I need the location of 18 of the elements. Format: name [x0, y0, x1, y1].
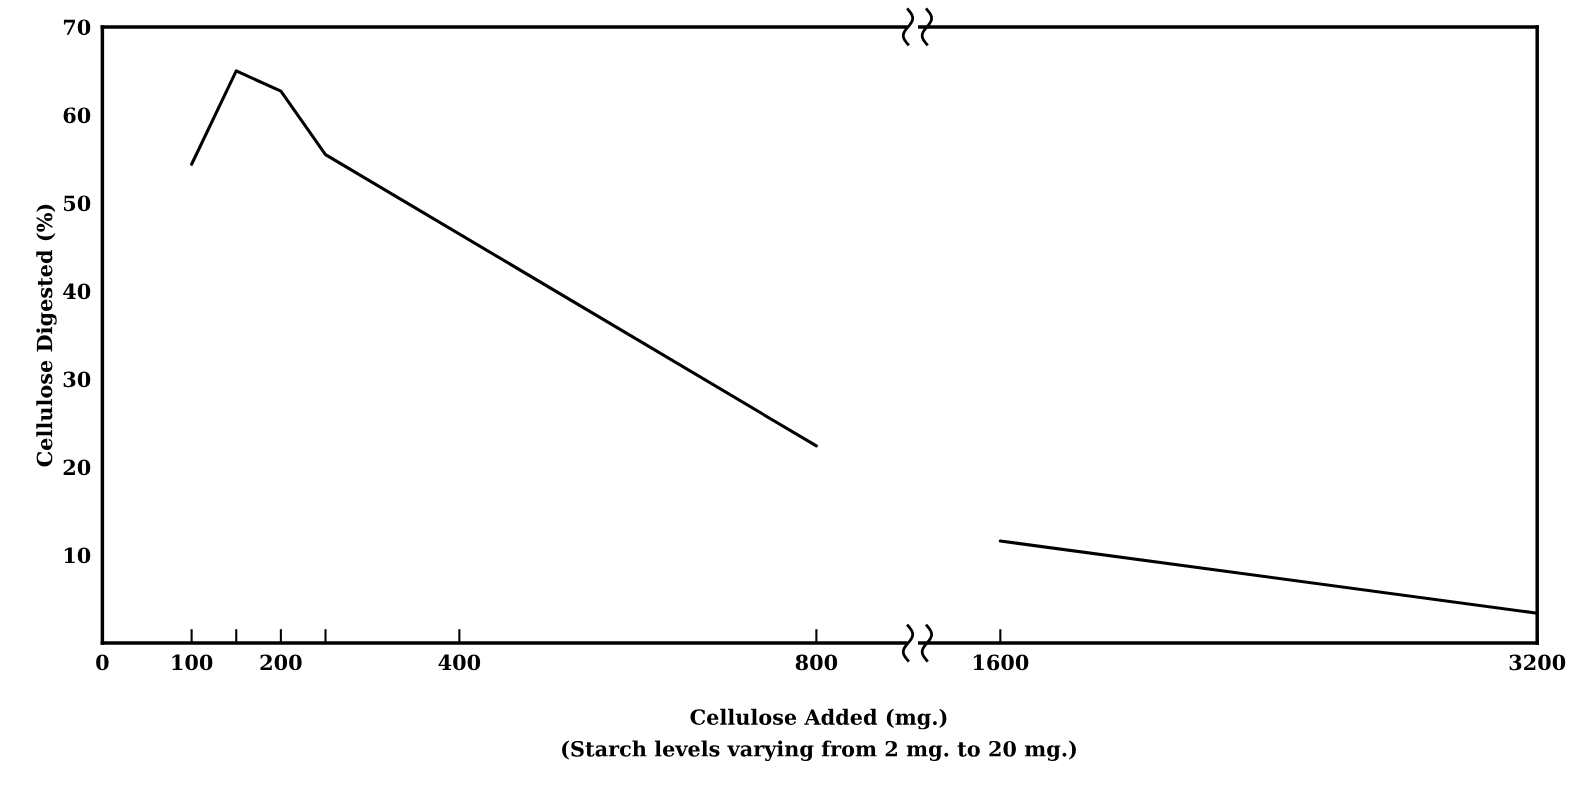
x-axis-title: Cellulose Added (mg.) — [690, 708, 947, 730]
y-tick-label: 40 — [63, 283, 91, 300]
x-tick-label: 200 — [260, 654, 302, 671]
x-tick-label: 1600 — [973, 654, 1029, 671]
y-axis-title: Cellulose Digested (%) — [36, 204, 57, 467]
x-tick-label: 800 — [795, 654, 838, 671]
y-tick-label: 60 — [63, 107, 91, 124]
line-series — [190, 69, 818, 448]
y-tick-label: 30 — [63, 371, 91, 388]
text: (Starch levels varying from 2 mg. to 20 mg.) — [562, 740, 1076, 761]
x-tick-label: 3200 — [1509, 654, 1566, 671]
x-tick-label: 100 — [172, 654, 213, 671]
y-tick-label: 50 — [63, 195, 91, 212]
x-tick-label: 0 — [96, 654, 109, 671]
x-tick-label: 400 — [438, 654, 481, 671]
y-tick-label: 10 — [64, 547, 91, 564]
y-tick-label: 70 — [63, 19, 91, 36]
y-tick-label: 20 — [63, 459, 91, 476]
